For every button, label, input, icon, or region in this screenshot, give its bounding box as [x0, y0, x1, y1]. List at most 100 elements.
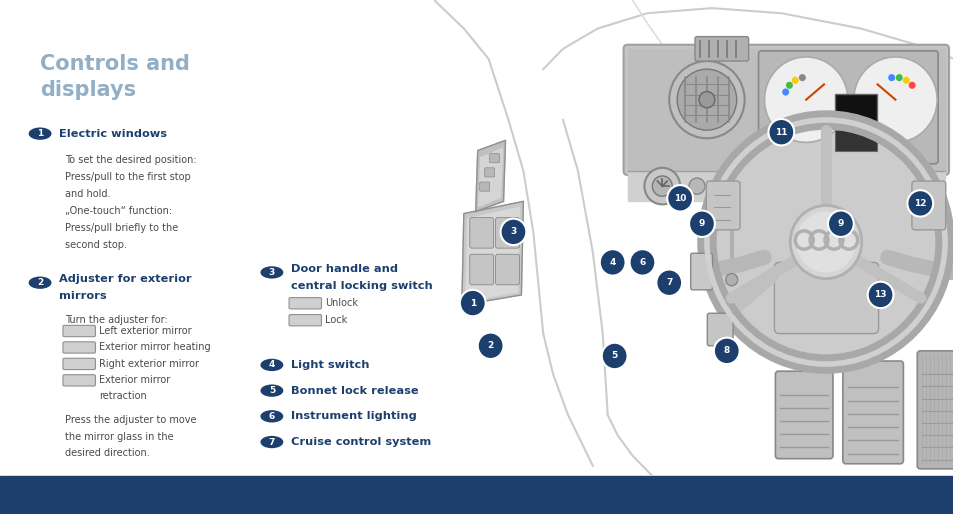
Text: „One-touch“ function:: „One-touch“ function: — [65, 206, 172, 216]
FancyBboxPatch shape — [774, 262, 878, 334]
Circle shape — [459, 290, 485, 316]
Circle shape — [725, 273, 737, 286]
Text: Right exterior mirror: Right exterior mirror — [99, 359, 199, 369]
Circle shape — [713, 338, 739, 364]
Text: Unlock: Unlock — [325, 298, 358, 308]
Text: and hold.: and hold. — [65, 189, 111, 199]
Bar — [834, 94, 876, 122]
Text: Exterior mirror heating: Exterior mirror heating — [99, 342, 211, 353]
FancyBboxPatch shape — [63, 375, 95, 386]
Circle shape — [656, 269, 681, 296]
FancyBboxPatch shape — [63, 342, 95, 353]
Text: 11: 11 — [774, 127, 787, 137]
Text: displays: displays — [40, 80, 136, 100]
Circle shape — [260, 436, 283, 448]
FancyBboxPatch shape — [289, 298, 321, 309]
Text: Press/pull briefly to the: Press/pull briefly to the — [65, 223, 178, 233]
FancyBboxPatch shape — [495, 254, 518, 285]
FancyBboxPatch shape — [695, 36, 748, 61]
Text: 3: 3 — [269, 268, 274, 277]
FancyBboxPatch shape — [736, 171, 801, 283]
FancyBboxPatch shape — [63, 358, 95, 370]
Circle shape — [781, 88, 788, 96]
Text: Door handle and: Door handle and — [291, 264, 397, 274]
FancyBboxPatch shape — [758, 51, 937, 164]
Polygon shape — [465, 208, 518, 301]
Text: Press the adjuster to move: Press the adjuster to move — [65, 415, 196, 425]
Text: Press/pull to the first stop: Press/pull to the first stop — [65, 172, 191, 182]
Text: mirrors: mirrors — [59, 291, 107, 301]
FancyBboxPatch shape — [775, 371, 832, 458]
Text: 8: 8 — [723, 346, 729, 355]
Circle shape — [699, 91, 714, 108]
FancyBboxPatch shape — [842, 361, 902, 464]
Text: 10: 10 — [673, 194, 685, 203]
Text: the mirror glass in the: the mirror glass in the — [65, 432, 173, 442]
Text: Adjuster for exterior: Adjuster for exterior — [59, 274, 192, 284]
Circle shape — [791, 77, 798, 84]
Text: 2: 2 — [487, 341, 494, 350]
Text: Controls and: Controls and — [40, 54, 190, 74]
Circle shape — [908, 82, 915, 89]
Circle shape — [707, 121, 949, 369]
FancyBboxPatch shape — [63, 325, 95, 337]
Circle shape — [677, 69, 736, 130]
Circle shape — [785, 82, 792, 89]
Text: Left exterior mirror: Left exterior mirror — [99, 326, 192, 336]
Polygon shape — [476, 140, 505, 212]
Circle shape — [867, 282, 893, 308]
Text: Instrument lighting: Instrument lighting — [291, 411, 416, 421]
FancyBboxPatch shape — [690, 253, 712, 290]
Text: 13: 13 — [873, 290, 886, 300]
Text: 9: 9 — [837, 219, 843, 228]
Text: Bonnet lock release: Bonnet lock release — [291, 386, 418, 396]
Text: 12: 12 — [913, 199, 925, 208]
Text: To set the desired position:: To set the desired position: — [65, 155, 196, 165]
Text: 2: 2 — [37, 278, 43, 287]
FancyBboxPatch shape — [706, 313, 732, 346]
Text: desired direction.: desired direction. — [65, 448, 150, 458]
Text: Lock: Lock — [325, 315, 347, 325]
Text: 3: 3 — [510, 227, 516, 236]
Circle shape — [29, 277, 51, 289]
Polygon shape — [478, 149, 502, 207]
Polygon shape — [461, 201, 523, 305]
Circle shape — [652, 176, 672, 196]
Text: 4: 4 — [609, 258, 616, 267]
Circle shape — [629, 249, 655, 276]
Circle shape — [666, 185, 692, 212]
Circle shape — [260, 384, 283, 397]
Text: central locking switch: central locking switch — [291, 281, 433, 290]
Bar — [834, 130, 876, 151]
Circle shape — [260, 266, 283, 279]
Circle shape — [29, 127, 51, 140]
Circle shape — [796, 212, 855, 272]
FancyBboxPatch shape — [479, 182, 489, 191]
Circle shape — [643, 168, 679, 205]
Circle shape — [902, 77, 909, 84]
Circle shape — [599, 249, 625, 276]
Circle shape — [260, 410, 283, 423]
Circle shape — [853, 57, 936, 142]
Text: 7: 7 — [269, 437, 274, 447]
Circle shape — [763, 57, 847, 142]
Circle shape — [477, 333, 503, 359]
Circle shape — [688, 211, 714, 237]
Text: Light switch: Light switch — [291, 360, 369, 370]
Text: 1: 1 — [469, 299, 476, 307]
Text: Exterior mirror: Exterior mirror — [99, 375, 171, 386]
FancyBboxPatch shape — [489, 154, 499, 163]
Text: Turn the adjuster for:: Turn the adjuster for: — [65, 315, 168, 324]
Text: retraction: retraction — [99, 391, 147, 401]
Circle shape — [688, 178, 704, 194]
FancyBboxPatch shape — [289, 315, 321, 326]
Text: 9: 9 — [698, 219, 704, 228]
Text: second stop.: second stop. — [65, 240, 127, 250]
Circle shape — [887, 74, 894, 81]
FancyBboxPatch shape — [469, 254, 493, 285]
FancyBboxPatch shape — [495, 217, 518, 248]
Text: 5: 5 — [269, 386, 274, 395]
Circle shape — [827, 211, 853, 237]
Polygon shape — [627, 49, 944, 171]
Circle shape — [895, 74, 902, 81]
